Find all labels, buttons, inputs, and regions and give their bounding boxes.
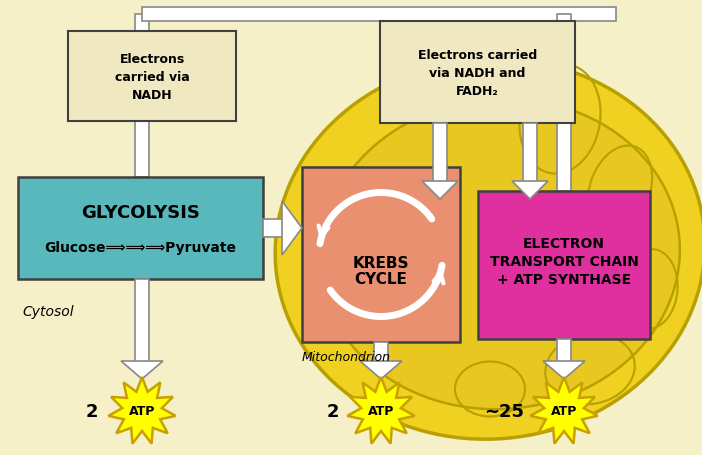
Bar [18, 177, 263, 279]
Text: TRANSPORT CHAIN: TRANSPORT CHAIN [489, 254, 638, 268]
Text: KREBS: KREBS [352, 255, 409, 270]
Text: ATP: ATP [368, 404, 395, 418]
Text: 2: 2 [86, 402, 98, 420]
Bar [263, 219, 290, 238]
Polygon shape [530, 377, 597, 444]
Text: ELECTRON: ELECTRON [523, 237, 605, 250]
Text: FADH₂: FADH₂ [456, 84, 499, 97]
Text: Glucose⟹⟹⟹Pyruvate: Glucose⟹⟹⟹Pyruvate [44, 241, 237, 254]
Text: + ATP SYNTHASE: + ATP SYNTHASE [497, 273, 631, 286]
Polygon shape [360, 361, 402, 379]
Polygon shape [121, 361, 163, 379]
Text: CYCLE: CYCLE [355, 271, 407, 286]
Text: ATP: ATP [551, 404, 577, 418]
Text: carried via: carried via [114, 71, 190, 83]
Text: NADH: NADH [132, 88, 172, 101]
Text: Electrons: Electrons [119, 52, 185, 66]
Polygon shape [422, 182, 458, 200]
Bar [135, 279, 149, 369]
Bar [557, 15, 571, 192]
Text: via NADH and: via NADH and [430, 66, 526, 79]
Text: Cytosol: Cytosol [22, 304, 74, 318]
Text: GLYCOLYSIS: GLYCOLYSIS [81, 203, 200, 222]
Bar [135, 15, 149, 177]
Bar [142, 8, 616, 22]
Bar [523, 124, 537, 192]
Text: Mitochondrion: Mitochondrion [302, 351, 391, 364]
Bar [374, 342, 388, 369]
Bar [302, 167, 460, 342]
Ellipse shape [320, 100, 680, 410]
Polygon shape [108, 377, 176, 444]
Bar [433, 124, 447, 192]
Text: Electrons carried: Electrons carried [418, 48, 537, 61]
Bar [380, 22, 575, 124]
Bar [68, 32, 236, 122]
Text: ATP: ATP [128, 404, 155, 418]
Ellipse shape [275, 60, 702, 439]
Polygon shape [347, 377, 415, 444]
Polygon shape [543, 361, 585, 379]
Bar [557, 339, 571, 369]
Polygon shape [512, 182, 548, 200]
Text: ~25: ~25 [484, 402, 524, 420]
Bar [478, 192, 650, 339]
Text: 2: 2 [326, 402, 339, 420]
Polygon shape [282, 202, 302, 255]
